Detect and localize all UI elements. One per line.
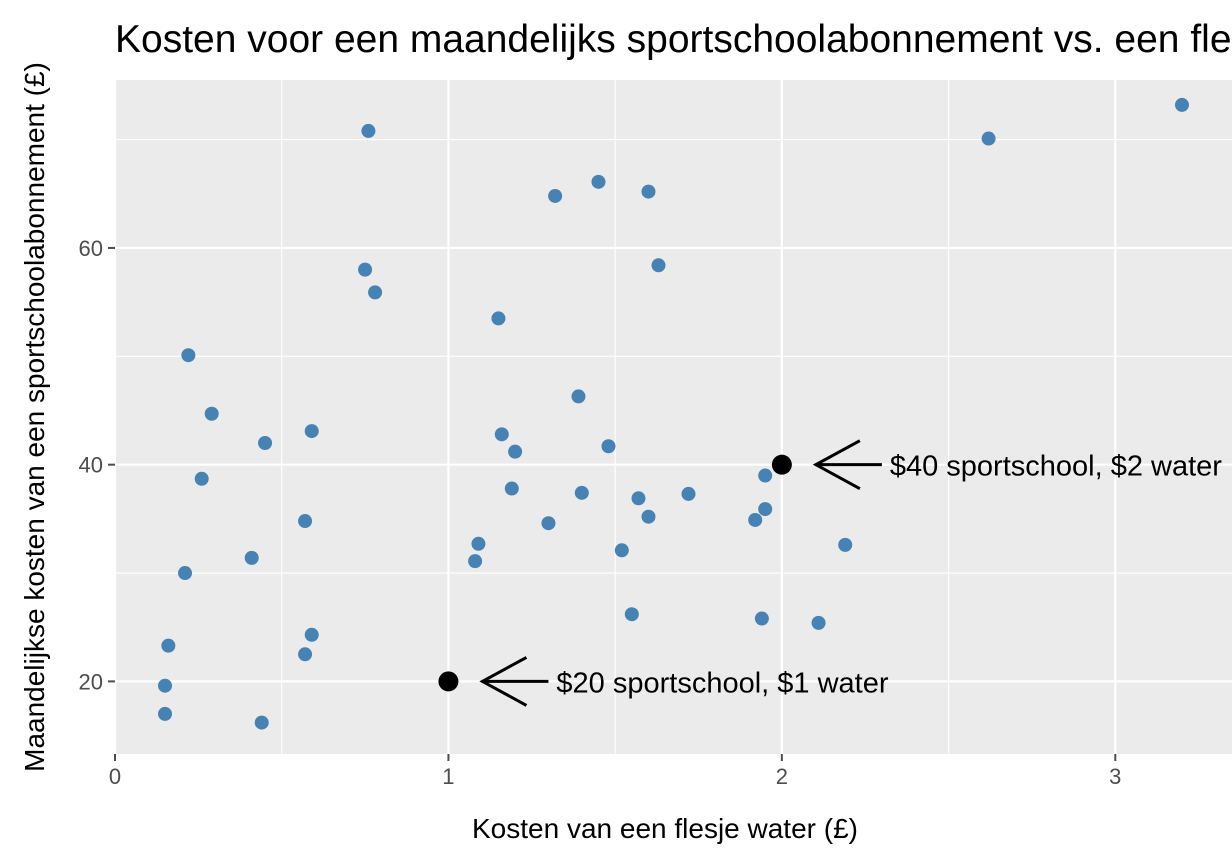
grid-minor-lines xyxy=(115,80,1232,754)
data-point xyxy=(1174,97,1189,112)
data-point xyxy=(541,516,556,531)
y-tick-label: 40 xyxy=(79,453,103,478)
data-point xyxy=(204,406,219,421)
data-point xyxy=(178,566,193,581)
x-tick-label: 0 xyxy=(109,764,121,789)
x-tick-label: 1 xyxy=(442,764,454,789)
data-point xyxy=(298,514,313,529)
data-points xyxy=(158,97,1189,730)
data-point xyxy=(651,258,666,273)
data-point xyxy=(754,611,769,626)
data-point xyxy=(641,184,656,199)
x-tick-label: 2 xyxy=(776,764,788,789)
data-point xyxy=(591,174,606,189)
data-point xyxy=(614,543,629,558)
highlight-point xyxy=(771,454,792,475)
data-point xyxy=(574,485,589,500)
data-point xyxy=(368,285,383,300)
chart-title: Kosten voor een maandelijks sportschoola… xyxy=(115,18,1232,61)
data-point xyxy=(361,123,376,138)
data-point xyxy=(838,537,853,552)
data-point xyxy=(181,348,196,363)
data-point xyxy=(748,512,763,527)
y-tick-label: 60 xyxy=(79,236,103,261)
data-point xyxy=(491,311,506,326)
data-point xyxy=(471,536,486,551)
data-point xyxy=(548,188,563,203)
data-point xyxy=(631,491,646,506)
data-point xyxy=(468,554,483,569)
data-point xyxy=(298,647,313,662)
axis-tick-labels: 0 1 2 3 20 40 60 xyxy=(79,236,1122,789)
y-tick-label: 20 xyxy=(79,669,103,694)
data-point xyxy=(641,509,656,524)
data-point xyxy=(624,607,639,622)
grid-major-lines xyxy=(113,80,1232,754)
axis-ticks xyxy=(108,246,1117,761)
data-point xyxy=(601,439,616,454)
data-point xyxy=(508,444,523,459)
data-point xyxy=(494,427,509,442)
annotations: $20 sportschool, $1 water $40 sportschool… xyxy=(479,439,1222,707)
data-point xyxy=(158,706,173,721)
highlight-point xyxy=(438,671,459,692)
data-point xyxy=(161,638,176,653)
x-tick-label: 3 xyxy=(1109,764,1121,789)
data-point xyxy=(681,486,696,501)
x-axis-title: Kosten van een flesje water (£) xyxy=(472,813,858,844)
annotation-arrow-head xyxy=(479,656,528,707)
data-point xyxy=(758,468,773,483)
data-point xyxy=(254,715,269,730)
y-axis-title: Maandelijkse kosten van een sportschoola… xyxy=(19,62,50,772)
data-point xyxy=(304,424,319,439)
annotation-label: $20 sportschool, $1 water xyxy=(556,667,888,699)
data-point xyxy=(158,678,173,693)
data-point xyxy=(981,131,996,146)
annotation-arrow-head xyxy=(812,439,861,490)
data-point xyxy=(811,615,826,630)
data-point xyxy=(244,550,259,565)
data-point xyxy=(358,262,373,277)
data-point xyxy=(571,389,586,404)
data-point xyxy=(304,627,319,642)
annotation-label: $40 sportschool, $2 water xyxy=(890,451,1222,483)
plot-panel xyxy=(115,80,1232,754)
data-point xyxy=(504,481,519,496)
data-point xyxy=(194,471,209,486)
data-point xyxy=(758,502,773,517)
data-point xyxy=(258,436,273,451)
